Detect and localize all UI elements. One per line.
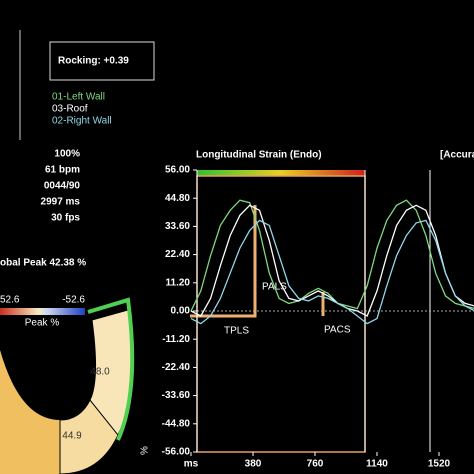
x-tick-label: 760 [307, 459, 324, 470]
strain-curve [190, 199, 474, 312]
segment-value: 48.0 [90, 367, 110, 378]
y-tick-label: 0.00 [171, 306, 191, 317]
y-tick-label: 56.00 [165, 165, 190, 176]
x-tick-label: 1520 [428, 459, 451, 470]
scale-max: 52.6 [0, 295, 20, 306]
y-tick-label: -22.40 [162, 362, 191, 373]
wall-outline [87, 297, 135, 441]
x-tick-label: ms [184, 459, 199, 470]
segment-value: 44.9 [62, 431, 82, 442]
x-tick-label: 1140 [366, 459, 388, 470]
scale-label: Peak % [25, 318, 60, 329]
annotation: TPLS [224, 326, 249, 337]
info: 61 bpm [45, 165, 80, 176]
legend-entry: 03-Roof [52, 104, 88, 115]
strain-curve [190, 204, 474, 317]
legend-entry: 01-Left Wall [52, 92, 105, 103]
y-tick-label: -11.20 [162, 334, 190, 345]
info: 100% [54, 149, 80, 160]
info: 2997 ms [41, 197, 81, 208]
segment [0, 350, 60, 474]
y-tick-label: 33.60 [165, 221, 190, 232]
chart-title: Longitudinal Strain (Endo) [196, 150, 322, 161]
chart-title-right: [Accura [440, 150, 474, 161]
y-tick-label: 11.20 [166, 277, 191, 288]
info: 0044/90 [44, 181, 81, 192]
rocking-box [49, 41, 155, 81]
y-tick-label: 44.80 [165, 193, 190, 204]
y-tick-label: -33.60 [162, 390, 191, 401]
y-tick-label: -44.80 [162, 418, 191, 429]
rocking: Rocking: +0.39 [58, 56, 129, 67]
legend-entry: 02-Right Wall [52, 116, 112, 127]
x-tick-label: 380 [245, 459, 262, 470]
y-tick-label: 22.40 [165, 249, 190, 260]
strain-guide [190, 205, 257, 318]
global-peak: obal Peak 42.38 % [0, 258, 86, 269]
color-scale [0, 308, 85, 315]
strain-curve [190, 219, 474, 325]
scale-min: -52.6 [62, 295, 85, 306]
y-tick-label: -56.00 [162, 447, 191, 458]
info: 30 fps [51, 213, 80, 224]
y-axis-label: % [140, 446, 151, 455]
color-bar [197, 170, 365, 176]
annotation: PACS [324, 325, 351, 336]
